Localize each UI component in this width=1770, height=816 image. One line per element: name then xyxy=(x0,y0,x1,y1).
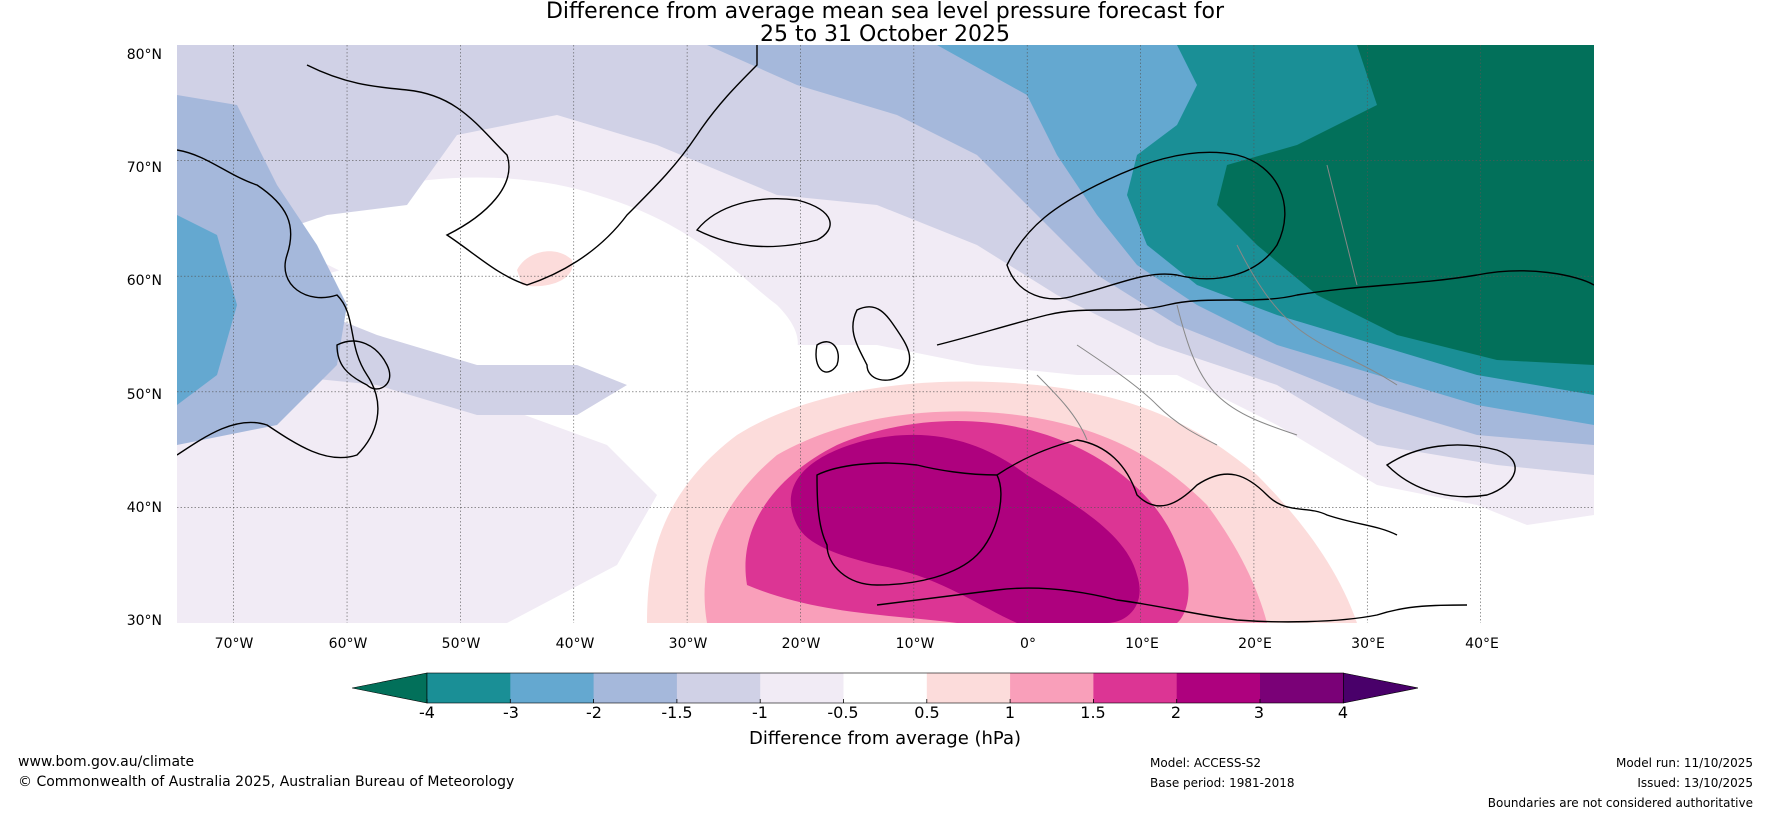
copyright-text: © Commonwealth of Australia 2025, Austra… xyxy=(18,774,515,790)
colorbar-segment xyxy=(760,673,844,703)
colorbar xyxy=(352,672,1418,704)
newfoundland-coast xyxy=(336,340,391,390)
anomaly-contour-plus-0.5-greenland xyxy=(517,251,573,287)
anomaly-contour-plus-2 xyxy=(790,434,1140,623)
colorbar-tick-minus-1: -1 xyxy=(752,703,768,722)
scandinavia-coast xyxy=(1006,151,1286,300)
anomaly-contour-minus-2-labrador xyxy=(177,215,237,405)
colorbar-segment xyxy=(1010,673,1094,703)
lon-label-40e: 40°E xyxy=(1465,636,1499,652)
colorbar-tick-2: 2 xyxy=(1170,703,1182,722)
mediterranean-north-coast xyxy=(996,439,1398,536)
colorbar-extend-high xyxy=(1342,672,1418,704)
colorbar-extend-low xyxy=(352,672,428,704)
anomaly-contour-minus-4 xyxy=(1217,45,1594,365)
colorbar-segment xyxy=(510,673,595,703)
greenland-coast xyxy=(406,45,758,286)
colorbar-segment xyxy=(427,673,511,703)
british-isles-coast xyxy=(815,306,911,381)
lat-label-60n: 60°N xyxy=(126,273,162,289)
colorbar-tick-3: 3 xyxy=(1253,703,1265,722)
lon-label-50w: 50°W xyxy=(441,636,481,652)
colorbar-tick-minus-4: -4 xyxy=(419,703,435,722)
colorbar-tick-minus-3: -3 xyxy=(503,703,519,722)
lon-label-60w: 60°W xyxy=(328,636,368,652)
colorbar-label: Difference from average (hPa) xyxy=(748,728,1022,749)
colorbar-segment xyxy=(1176,673,1261,703)
black-sea-coast xyxy=(1385,444,1516,498)
europe-north-coast xyxy=(936,270,1594,346)
colorbar-tick-1.5: 1.5 xyxy=(1080,703,1106,722)
colorbar-tick-4: 4 xyxy=(1337,703,1349,722)
country-borders xyxy=(1036,164,1398,446)
colorbar-segment xyxy=(1260,673,1344,703)
colorbar-frame xyxy=(426,672,1344,704)
model-run-date: Model run: 11/10/2025 xyxy=(1615,756,1753,770)
iceland-coast xyxy=(695,198,831,248)
colorbar-tick-minus-1.5: -1.5 xyxy=(661,703,693,722)
colorbar-segment xyxy=(1093,673,1178,703)
lon-label-70w: 70°W xyxy=(214,636,254,652)
lon-label-10e: 10°E xyxy=(1125,636,1159,652)
greenland-coast-north xyxy=(306,64,408,91)
lon-label-40w: 40°W xyxy=(555,636,595,652)
model-name: Model: ACCESS-S2 xyxy=(1150,756,1262,770)
chart-title-line1: Difference from average mean sea level p… xyxy=(545,0,1225,24)
coastlines xyxy=(177,45,1594,623)
lat-label-40n: 40°N xyxy=(126,500,162,516)
lat-label-30n: 30°N xyxy=(126,613,162,629)
colorbar-tick-1: 1 xyxy=(1004,703,1016,722)
north-africa-coast xyxy=(876,587,1468,623)
boundaries-disclaimer: Boundaries are not considered authoritat… xyxy=(1487,796,1753,810)
lon-label-0: 0° xyxy=(1020,636,1036,652)
website-link[interactable]: www.bom.gov.au/climate xyxy=(18,754,195,770)
colorbar-segment xyxy=(926,673,1011,703)
pressure-anomaly-map xyxy=(177,45,1594,623)
lat-label-70n: 70°N xyxy=(126,160,162,176)
colorbar-tick-minus-0.5: -0.5 xyxy=(827,703,859,722)
colorbar-tick-0.5: 0.5 xyxy=(914,703,940,722)
colorbar-segment xyxy=(593,673,678,703)
anomaly-contour-minus-0.5-south xyxy=(177,345,657,623)
lon-label-30w: 30°W xyxy=(668,636,708,652)
issued-date: Issued: 13/10/2025 xyxy=(1637,776,1753,790)
base-period: Base period: 1981-2018 xyxy=(1150,776,1295,790)
lon-label-10w: 10°W xyxy=(895,636,935,652)
colorbar-segment xyxy=(843,673,928,703)
colorbar-tick-minus-2: -2 xyxy=(586,703,602,722)
colorbar-segment xyxy=(676,673,761,703)
graticule xyxy=(177,45,1594,623)
lat-label-80n: 80°N xyxy=(126,47,162,63)
lat-label-50n: 50°N xyxy=(126,387,162,403)
labrador-coast xyxy=(177,149,379,459)
iberia-coast xyxy=(816,462,1002,586)
lon-label-20e: 20°E xyxy=(1238,636,1272,652)
chart-title-line2: 25 to 31 October 2025 xyxy=(759,22,1011,47)
lon-label-20w: 20°W xyxy=(781,636,821,652)
lon-label-30e: 30°E xyxy=(1351,636,1385,652)
